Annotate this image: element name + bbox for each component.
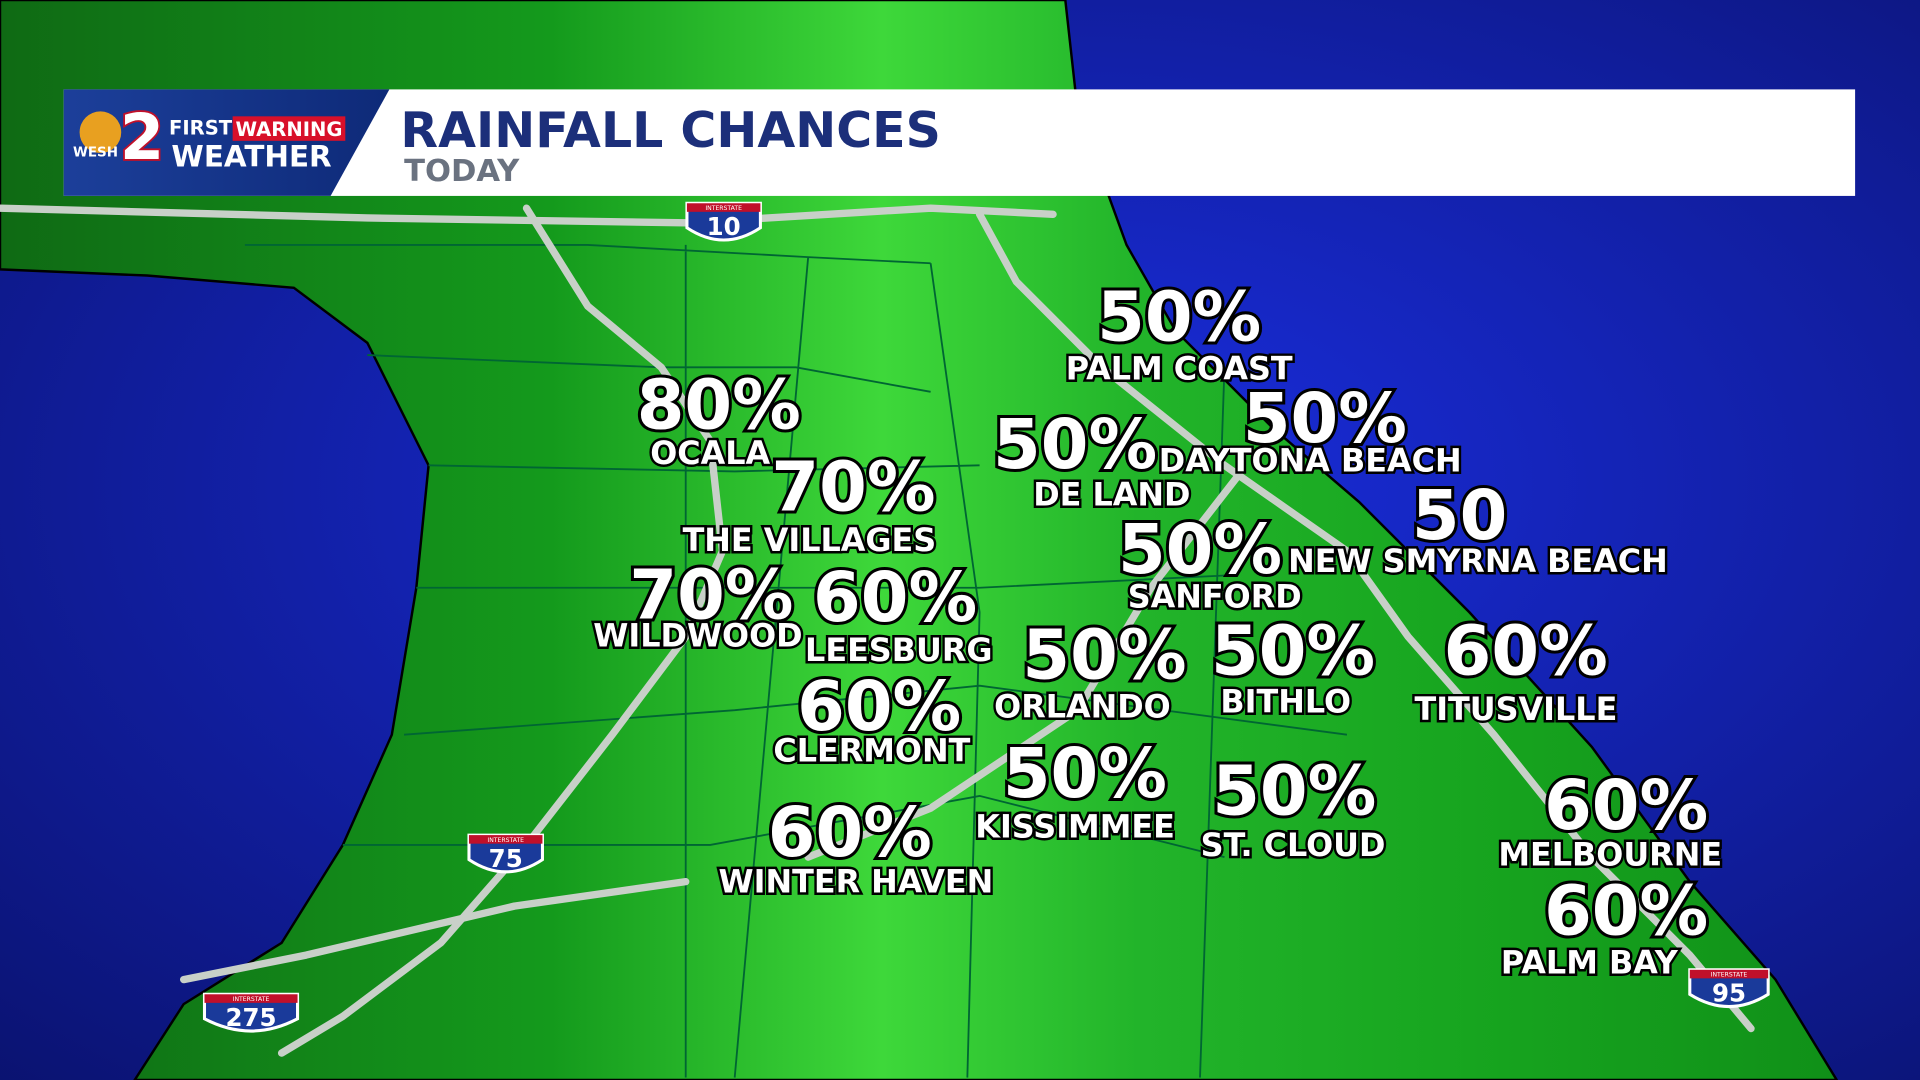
shield [685, 201, 762, 242]
city-name: PALM BAY [1501, 943, 1679, 981]
chance: 60% [768, 793, 932, 873]
city-name: ST. CLOUD [1201, 826, 1386, 864]
subtitle: TODAY [404, 154, 520, 189]
chance: 50% [1022, 615, 1186, 695]
logo-warning: WARNING [235, 118, 342, 141]
chance: 50% [993, 405, 1157, 485]
peacock [79, 111, 122, 154]
chance: 60% [1444, 612, 1608, 692]
chance: 70% [771, 448, 935, 528]
chance: 70% [629, 555, 793, 635]
chance: 60% [1544, 871, 1708, 951]
chance: 50% [1243, 379, 1407, 459]
logo-weather: WEATHER [171, 140, 332, 174]
city-name: DAYTONA BEACH [1159, 441, 1462, 479]
city-name: MELBOURNE [1498, 836, 1722, 874]
shields: INTERSTATE10INTERSTATE75INTERSTATE275INT… [202, 201, 1770, 1033]
logo-channel: 2 [120, 101, 164, 175]
logo-first: FIRST [169, 117, 233, 140]
city-name: SANFORD [1128, 577, 1302, 615]
chance: 50% [1211, 612, 1375, 692]
shield-header: INTERSTATE [487, 837, 524, 844]
city-name: WINTER HAVEN [719, 863, 994, 901]
chance: 60% [797, 667, 961, 747]
city-name: OCALA [650, 434, 770, 472]
city-name: WILDWOOD [593, 617, 802, 655]
shield-top [686, 203, 761, 212]
shield-number: 75 [489, 844, 523, 873]
shield-number: 275 [225, 1003, 276, 1032]
shield [202, 992, 300, 1033]
land [0, 0, 1839, 1080]
shield-header: INTERSTATE [233, 996, 270, 1003]
title: RAINFALL CHANCES [400, 102, 940, 159]
warning-bg [232, 116, 346, 141]
shield-top [204, 994, 298, 1003]
logo-bg [63, 89, 390, 196]
county-lines [244, 243, 1348, 1078]
shield [467, 833, 544, 874]
chance: 50% [1118, 510, 1282, 590]
chance: 60% [1544, 766, 1708, 846]
shield-top [468, 835, 543, 844]
city-name: THE VILLAGES [683, 521, 937, 559]
city-name: KISSIMMEE [975, 808, 1175, 846]
shield [1688, 968, 1770, 1009]
city-name: LEESBURG [805, 631, 992, 669]
chance: 80% [637, 366, 801, 446]
chance: 60% [813, 558, 977, 638]
city-name: BITHLO [1220, 683, 1351, 721]
chance: 50% [1003, 734, 1167, 814]
shield-header: INTERSTATE [1711, 972, 1748, 979]
city-name: TITUSVILLE [1415, 690, 1618, 728]
city-name: NEW SMYRNA BEACH [1288, 542, 1668, 580]
header-banner: 2 WESH FIRST WARNING WEATHER RAINFALL CH… [63, 89, 1856, 196]
city-name: PALM COAST [1066, 350, 1293, 388]
chance: 50% [1212, 751, 1376, 831]
shield-header: INTERSTATE [705, 205, 742, 212]
city-name: DE LAND [1033, 476, 1190, 514]
city-name: CLERMONT [773, 732, 970, 770]
chance: 50 [1412, 476, 1507, 556]
shield-top [1689, 969, 1769, 979]
chance: 50% [1097, 277, 1261, 357]
logo-station: WESH [73, 146, 118, 161]
city-name: ORLANDO [994, 688, 1171, 726]
shield-number: 10 [707, 212, 741, 241]
shield-number: 95 [1712, 979, 1746, 1008]
